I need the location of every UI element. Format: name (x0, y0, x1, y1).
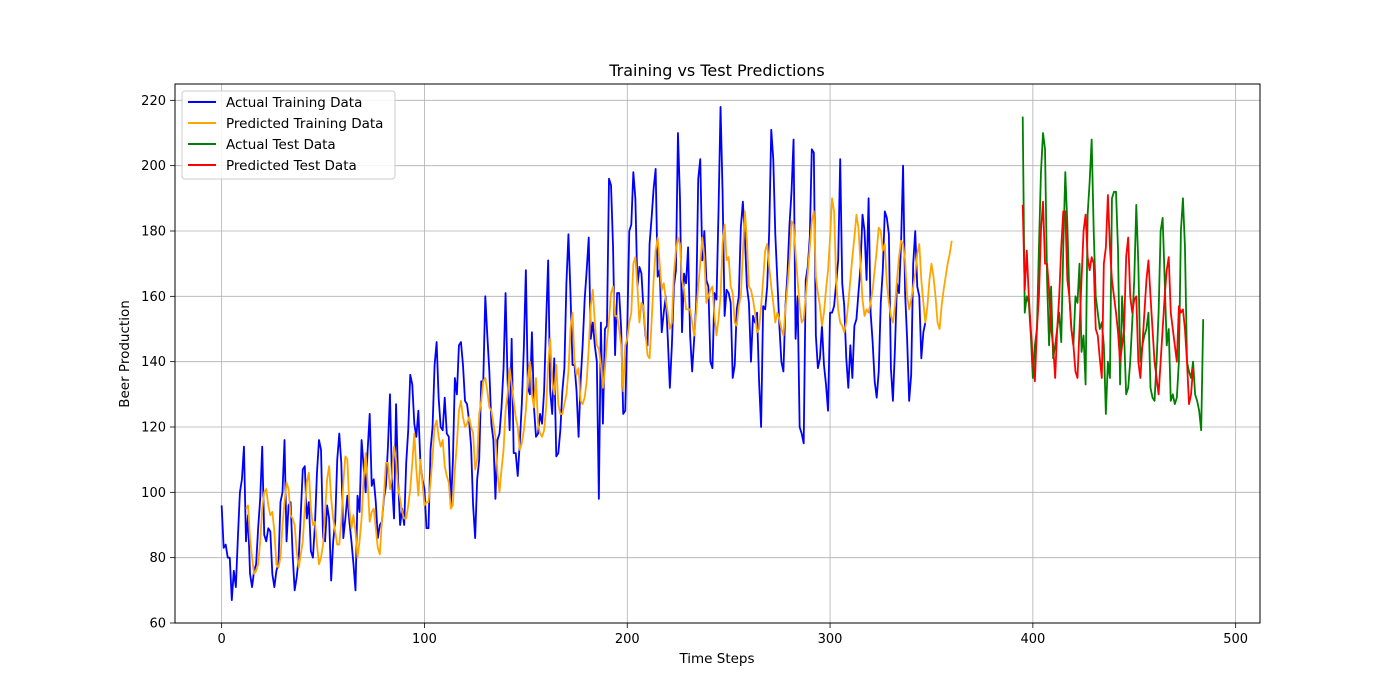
y-axis-label: Beer Production (117, 300, 133, 408)
y-axis: 60 80 100 120 140 160 180 200 220 (141, 94, 175, 632)
legend-label: Predicted Training Data (226, 116, 383, 132)
chart-title: Training vs Test Predictions (608, 61, 825, 80)
legend-label: Actual Training Data (226, 95, 362, 111)
y-tick-label: 200 (141, 159, 166, 174)
x-tick-label: 0 (218, 632, 226, 647)
y-tick-label: 60 (149, 617, 166, 632)
series-layer (220, 105, 1205, 602)
x-tick-label: 400 (1020, 632, 1045, 647)
series-line-4 (1021, 194, 1194, 406)
legend-box (181, 90, 396, 180)
x-tick-label: 500 (1223, 632, 1248, 647)
x-tick-label: 200 (615, 632, 640, 647)
series-line-2 (245, 197, 953, 575)
x-tick-label: 100 (412, 632, 437, 647)
plot-frame (174, 83, 1261, 624)
x-tick-label: 300 (818, 632, 843, 647)
y-tick-label: 80 (149, 551, 166, 566)
y-tick-label: 180 (141, 225, 166, 240)
y-tick-label: 120 (141, 421, 166, 436)
y-tick-label: 160 (141, 290, 166, 305)
y-tick-label: 220 (141, 94, 166, 109)
legend-label: Predicted Test Data (226, 158, 357, 174)
y-tick-label: 140 (141, 355, 166, 370)
x-axis: 0 100 200 300 400 500 (218, 623, 1248, 647)
legend-label: Actual Test Data (226, 137, 336, 153)
legend: Actual Training Data Predicted Training D… (181, 90, 396, 180)
y-tick-label: 100 (141, 486, 166, 501)
x-axis-label: Time Steps (678, 651, 754, 667)
